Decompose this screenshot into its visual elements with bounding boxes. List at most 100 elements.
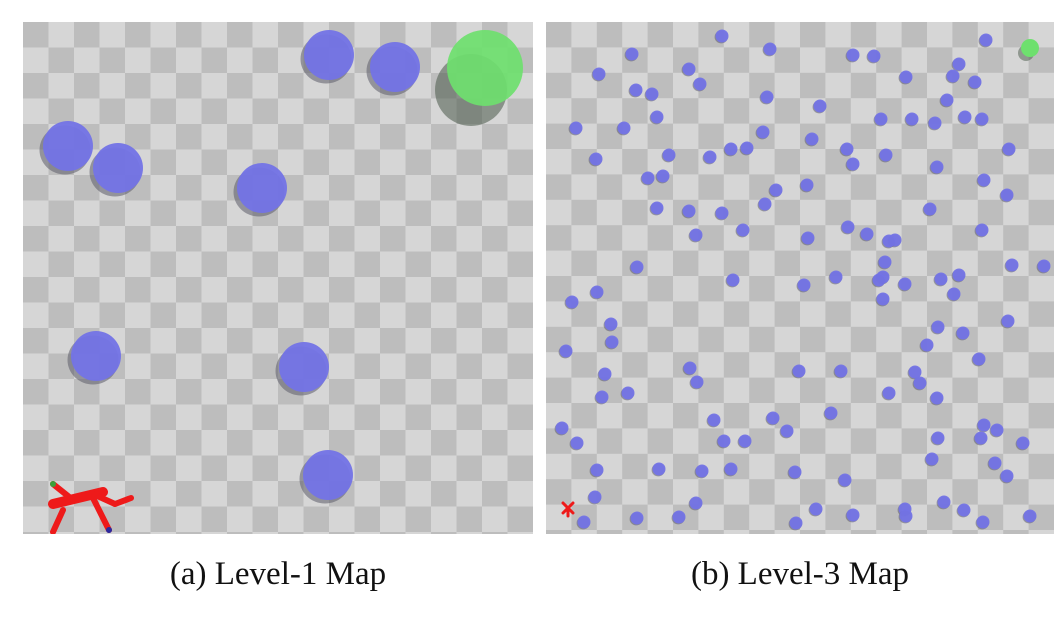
obstacle-sphere bbox=[971, 352, 986, 367]
obstacle-sphere bbox=[689, 375, 704, 390]
obstacle-sphere bbox=[67, 331, 121, 385]
obstacle-sphere bbox=[945, 69, 960, 84]
obstacle-sphere bbox=[859, 227, 874, 242]
obstacle-sphere bbox=[800, 231, 815, 246]
obstacle-sphere bbox=[929, 160, 944, 175]
obstacle-sphere bbox=[688, 496, 703, 511]
obstacle-sphere bbox=[823, 406, 838, 421]
level-3-map-canvas bbox=[546, 22, 1054, 534]
obstacle-sphere bbox=[765, 411, 780, 426]
obstacle-sphere bbox=[929, 391, 944, 406]
obstacle-sphere bbox=[881, 234, 896, 249]
obstacle-sphere bbox=[649, 110, 664, 125]
obstacle-sphere bbox=[591, 67, 606, 82]
obstacle-sphere bbox=[927, 116, 942, 131]
obstacle-sphere bbox=[1000, 314, 1015, 329]
checkered-floor bbox=[546, 22, 1054, 534]
obstacle-sphere bbox=[569, 436, 584, 451]
obstacle-sphere bbox=[576, 515, 591, 530]
obstacle-sphere bbox=[714, 29, 729, 44]
obstacle-sphere bbox=[757, 197, 772, 212]
obstacle-sphere bbox=[644, 87, 659, 102]
obstacle-sphere bbox=[588, 152, 603, 167]
obstacle-sphere bbox=[976, 418, 991, 433]
level-3-map bbox=[546, 22, 1054, 534]
obstacle-sphere bbox=[922, 202, 937, 217]
goal-sphere bbox=[435, 30, 523, 126]
obstacle-sphere bbox=[587, 490, 602, 505]
obstacle-sphere bbox=[655, 169, 670, 184]
obstacle-sphere bbox=[366, 42, 420, 96]
obstacle-sphere bbox=[682, 361, 697, 376]
obstacle-sphere bbox=[978, 33, 993, 48]
obstacle-sphere bbox=[589, 285, 604, 300]
obstacle-sphere bbox=[987, 456, 1002, 471]
obstacle-sphere bbox=[957, 110, 972, 125]
obstacle-sphere bbox=[999, 188, 1014, 203]
obstacle-sphere bbox=[568, 121, 583, 136]
obstacle-sphere bbox=[975, 515, 990, 530]
obstacle-sphere bbox=[839, 142, 854, 157]
obstacle-sphere bbox=[649, 201, 664, 216]
level-1-caption: (a) Level-1 Map bbox=[169, 556, 387, 592]
obstacle-sphere bbox=[939, 93, 954, 108]
obstacle-sphere bbox=[840, 220, 855, 235]
obstacle-sphere bbox=[725, 273, 740, 288]
obstacle-sphere bbox=[768, 183, 783, 198]
obstacle-sphere bbox=[799, 178, 814, 193]
obstacle-sphere bbox=[1015, 436, 1030, 451]
obstacle-sphere bbox=[897, 277, 912, 292]
obstacle-sphere bbox=[989, 423, 1004, 438]
obstacle-sphere bbox=[629, 511, 644, 526]
obstacle-sphere bbox=[974, 223, 989, 238]
obstacle-sphere bbox=[1004, 258, 1019, 273]
obstacle-sphere bbox=[788, 516, 803, 531]
obstacle-sphere bbox=[651, 462, 666, 477]
obstacle-sphere bbox=[951, 57, 966, 72]
obstacle-sphere bbox=[755, 125, 770, 140]
obstacle-sphere bbox=[845, 508, 860, 523]
obstacle-sphere bbox=[878, 148, 893, 163]
obstacle-sphere bbox=[933, 272, 948, 287]
obstacle-sphere bbox=[919, 338, 934, 353]
goal-sphere bbox=[1018, 39, 1039, 61]
level-1-map bbox=[23, 22, 533, 534]
obstacle-sphere bbox=[930, 320, 945, 335]
obstacle-sphere bbox=[904, 112, 919, 127]
obstacle-sphere bbox=[898, 70, 913, 85]
obstacle-sphere bbox=[881, 386, 896, 401]
obstacle-sphere bbox=[871, 273, 886, 288]
obstacle-sphere bbox=[604, 335, 619, 350]
obstacle-sphere bbox=[603, 317, 618, 332]
obstacle-sphere bbox=[828, 270, 843, 285]
obstacle-sphere bbox=[299, 450, 353, 504]
obstacle-sphere bbox=[946, 287, 961, 302]
obstacle-sphere bbox=[898, 509, 913, 524]
obstacle-sphere bbox=[873, 112, 888, 127]
obstacle-sphere bbox=[706, 413, 721, 428]
obstacle-sphere bbox=[564, 295, 579, 310]
obstacle-sphere bbox=[999, 469, 1014, 484]
obstacle-sphere bbox=[737, 434, 752, 449]
obstacle-sphere bbox=[1036, 259, 1051, 274]
obstacle-sphere bbox=[845, 157, 860, 172]
obstacle-sphere bbox=[787, 465, 802, 480]
obstacle-sphere bbox=[702, 150, 717, 165]
obstacle-sphere bbox=[620, 386, 635, 401]
obstacle-sphere bbox=[875, 292, 890, 307]
obstacle-sphere bbox=[640, 171, 655, 186]
obstacle-sphere bbox=[877, 255, 892, 270]
obstacle-sphere bbox=[300, 30, 354, 84]
obstacle-sphere bbox=[688, 228, 703, 243]
obstacle-sphere bbox=[930, 431, 945, 446]
obstacle-sphere bbox=[589, 463, 604, 478]
obstacle-sphere bbox=[735, 223, 750, 238]
obstacle-sphere bbox=[554, 421, 569, 436]
obstacle-sphere bbox=[951, 268, 966, 283]
obstacle-sphere bbox=[976, 173, 991, 188]
obstacle-sphere bbox=[779, 424, 794, 439]
obstacle-sphere bbox=[796, 278, 811, 293]
obstacle-sphere bbox=[967, 75, 982, 90]
obstacle-sphere bbox=[597, 367, 612, 382]
level-1-map-canvas bbox=[23, 22, 533, 534]
